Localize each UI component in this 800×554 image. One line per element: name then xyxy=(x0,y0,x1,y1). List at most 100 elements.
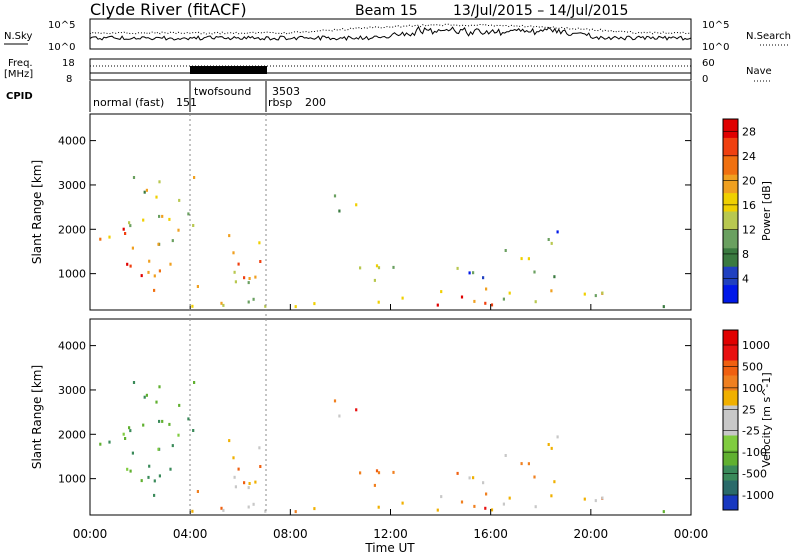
heatmap-cell xyxy=(258,446,261,450)
colorbar-swatch xyxy=(723,465,738,481)
heatmap-cell xyxy=(158,474,161,478)
heatmap-cell xyxy=(155,195,158,199)
power-xticks xyxy=(89,304,692,310)
heatmap-cell xyxy=(148,464,151,468)
cpid-segment-id-1: 3503 xyxy=(272,85,300,98)
heatmap-cell xyxy=(232,456,235,460)
heatmap-cell xyxy=(145,188,148,192)
heatmap-cell xyxy=(485,287,488,291)
heatmap-cell xyxy=(436,303,439,307)
y-tick-label: 4000 xyxy=(58,135,86,148)
colorbar-swatch xyxy=(723,155,738,175)
heatmap-cell xyxy=(147,270,150,274)
heatmap-cell xyxy=(468,476,471,480)
colorbar-swatch xyxy=(723,360,738,376)
power-colorbar: 4 8 12 16 20 24 28 xyxy=(723,119,756,304)
heatmap-cell xyxy=(234,280,237,284)
heatmap-cell xyxy=(187,417,190,421)
heatmap-cell xyxy=(233,270,236,274)
heatmap-cell xyxy=(508,496,511,500)
heatmap-cell xyxy=(177,433,180,437)
heatmap-cell xyxy=(171,444,174,448)
freq-label: Freq. xyxy=(8,58,33,69)
nsearch-series-line xyxy=(89,23,692,35)
y-tick-label: 2000 xyxy=(58,223,86,236)
heatmap-cell xyxy=(143,395,146,399)
heatmap-cell xyxy=(662,305,665,309)
freq-panel-frame xyxy=(89,58,692,81)
freq-tick-top: 18 xyxy=(62,58,75,69)
nave-tick-top: 60 xyxy=(702,58,715,69)
colorbar-swatch xyxy=(723,137,738,157)
colorbar-tick-label: 500 xyxy=(742,360,763,373)
colorbar-swatch xyxy=(723,480,738,496)
heatmap-cell xyxy=(355,203,358,207)
heatmap-cell xyxy=(153,479,156,483)
heatmap-cell xyxy=(248,277,251,280)
heatmap-cell xyxy=(124,437,127,440)
heatmap-cell xyxy=(355,408,358,412)
heatmap-cell xyxy=(264,509,267,513)
heatmap-cell xyxy=(143,190,146,194)
heatmap-cell xyxy=(484,506,487,510)
heatmap-cell xyxy=(534,505,537,509)
colorbar-tick-label: -25 xyxy=(742,425,760,438)
colorbar-tick-label: -100 xyxy=(742,446,767,459)
heatmap-cell xyxy=(373,483,376,487)
colorbar-tick-label: 20 xyxy=(742,174,756,187)
heatmap-cell xyxy=(192,224,195,227)
heatmap-cell xyxy=(132,176,136,179)
heatmap-cell xyxy=(440,290,443,294)
nsky-tick-top: 10^5 xyxy=(48,20,75,31)
heatmap-cell xyxy=(553,275,556,279)
heatmap-cell xyxy=(247,300,250,304)
heatmap-cell xyxy=(128,221,131,225)
heatmap-cell xyxy=(168,217,171,221)
heatmap-cell xyxy=(161,214,164,218)
heatmap-cell xyxy=(126,467,129,471)
heatmap-cell xyxy=(237,262,240,266)
heatmap-cell xyxy=(375,264,379,268)
y-tick-label: 3000 xyxy=(58,384,86,397)
nsky-series-line xyxy=(89,25,692,42)
heatmap-cell xyxy=(228,439,231,443)
heatmap-cell xyxy=(482,481,485,485)
heatmap-cell xyxy=(128,426,131,430)
heatmap-cell xyxy=(490,508,494,512)
heatmap-cell xyxy=(533,475,536,479)
heatmap-cell xyxy=(158,269,161,273)
colorbar-swatch xyxy=(723,211,738,230)
x-tick-label: 12:00 xyxy=(373,527,408,541)
heatmap-cell xyxy=(247,281,250,285)
heatmap-cell xyxy=(550,446,553,450)
heatmap-cell xyxy=(401,296,404,300)
heatmap-cell xyxy=(520,257,523,261)
heatmap-cell xyxy=(228,234,231,238)
colorbar-tick-label: 24 xyxy=(742,150,756,163)
heatmap-cell xyxy=(377,300,380,304)
heatmap-cell xyxy=(482,276,485,280)
heatmap-cell xyxy=(131,451,134,455)
colorbar-tick-label: -500 xyxy=(742,468,767,481)
velocity-ylabel: Slant Range [km] xyxy=(30,365,44,469)
heatmap-cell xyxy=(556,435,559,439)
heatmap-cell xyxy=(99,237,102,241)
power-heatmap-cells xyxy=(99,176,665,309)
heatmap-cell xyxy=(484,301,487,305)
heatmap-cell xyxy=(187,212,190,216)
heatmap-cell xyxy=(247,486,250,490)
cpid-segment-id-2: 200 xyxy=(305,96,326,109)
heatmap-cell xyxy=(243,481,246,485)
colorbar-swatch xyxy=(723,405,738,421)
velocity-yticks: 1000 2000 3000 4000 xyxy=(58,340,691,486)
cpid-segment-id-0: 151 xyxy=(176,96,197,109)
colorbar-swatch xyxy=(723,345,738,361)
heatmap-cell xyxy=(473,299,476,303)
heatmap-cell xyxy=(527,462,530,466)
heatmap-cell xyxy=(232,251,235,255)
heatmap-cell xyxy=(171,239,174,243)
nsky-tick-bottom: 10^0 xyxy=(48,42,75,53)
heatmap-cell xyxy=(157,242,160,246)
heatmap-cell xyxy=(460,295,464,299)
